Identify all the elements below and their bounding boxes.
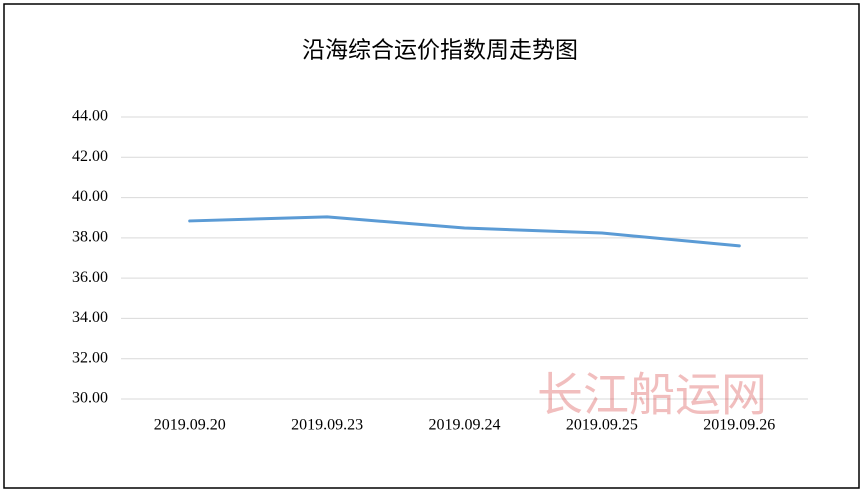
y-tick-label: 40.00 (72, 188, 108, 205)
x-tick-label: 2019.09.20 (154, 417, 226, 434)
y-tick-label: 44.00 (72, 108, 108, 125)
y-tick-label: 32.00 (72, 349, 108, 366)
x-tick-label: 2019.09.26 (703, 417, 775, 434)
y-tick-label: 30.00 (72, 390, 108, 407)
x-tick-label: 2019.09.25 (566, 417, 638, 434)
x-tick-label: 2019.09.24 (429, 417, 501, 434)
watermark: 长江船运网 (537, 370, 767, 421)
y-tick-label: 34.00 (72, 309, 108, 326)
chart-title: 沿海综合运价指数周走势图 (302, 37, 578, 62)
y-tick-label: 38.00 (72, 229, 108, 246)
line-series (188, 215, 741, 248)
frame (3, 3, 860, 489)
y-tick-label: 36.00 (72, 269, 108, 286)
y-tick-label: 42.00 (72, 148, 108, 165)
x-tick-label: 2019.09.23 (291, 417, 363, 434)
